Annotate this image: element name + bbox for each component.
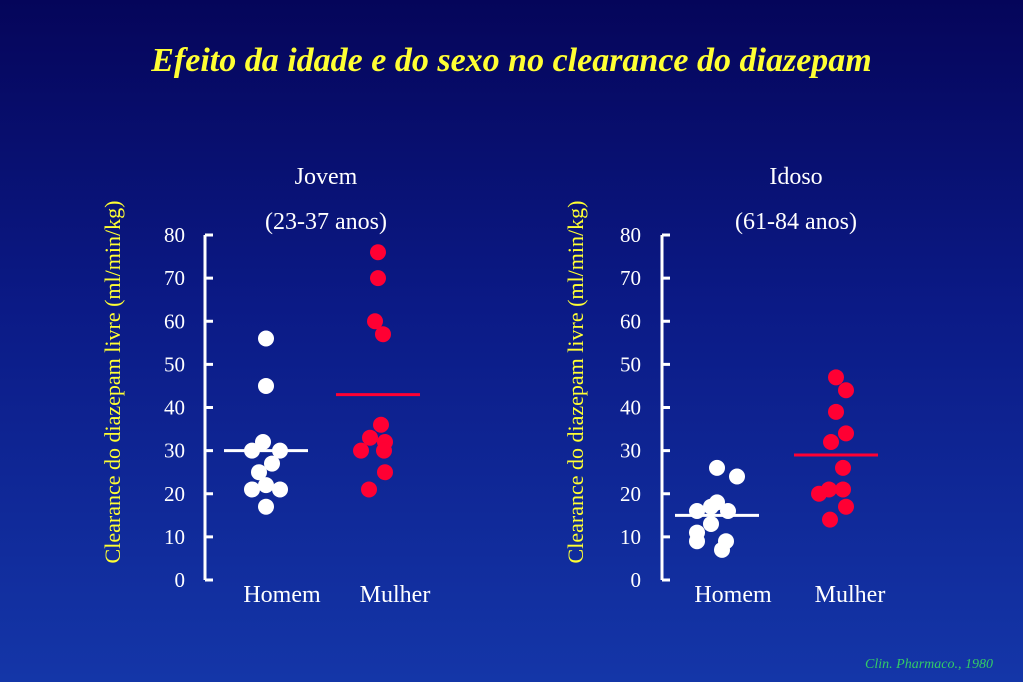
- panel-subtitle: (23-37 anos): [265, 209, 387, 235]
- data-point-mulher: [370, 270, 386, 287]
- data-point-mulher: [376, 442, 392, 459]
- y-tick-label: 10: [620, 525, 641, 549]
- data-point-homem: [258, 498, 274, 515]
- y-axis-label: Clearance do diazepam livre (ml/min/kg): [563, 201, 588, 564]
- data-point-mulher: [835, 459, 851, 476]
- panel-subtitle: (61-84 anos): [735, 209, 857, 235]
- x-tick-label-mulher: Mulher: [360, 582, 431, 608]
- y-tick-label: 0: [175, 568, 186, 592]
- y-tick-label: 70: [620, 266, 641, 290]
- y-tick-label: 30: [620, 439, 641, 463]
- data-point-mulher: [353, 442, 369, 459]
- y-tick-label: 40: [620, 396, 641, 420]
- page-title: Efeito da idade e do sexo no clearance d…: [151, 42, 872, 79]
- y-axis-label: Clearance do diazepam livre (ml/min/kg): [100, 201, 125, 564]
- y-tick-label: 50: [164, 352, 185, 376]
- data-point-mulher: [838, 382, 854, 399]
- data-point-homem: [258, 330, 274, 347]
- data-point-mulher: [828, 369, 844, 386]
- data-point-mulher: [362, 429, 378, 446]
- y-tick-label: 0: [631, 568, 642, 592]
- x-tick-label-homem: Homem: [694, 582, 772, 608]
- x-tick-label-mulher: Mulher: [815, 582, 886, 608]
- data-point-mulher: [375, 326, 391, 343]
- data-point-mulher: [377, 464, 393, 481]
- data-point-homem: [729, 468, 745, 485]
- y-tick-label: 60: [164, 309, 185, 333]
- y-tick-label: 60: [620, 309, 641, 333]
- y-tick-label: 20: [620, 482, 641, 506]
- data-point-homem: [264, 455, 280, 472]
- y-tick-label: 80: [620, 223, 641, 247]
- y-tick-label: 30: [164, 439, 185, 463]
- panel-title: Jovem: [295, 164, 358, 190]
- data-point-mulher: [835, 481, 851, 498]
- y-tick-label: 70: [164, 266, 185, 290]
- data-point-homem: [703, 498, 719, 515]
- data-point-mulher: [373, 416, 389, 433]
- panel-title: Idoso: [769, 164, 822, 190]
- y-tick-label: 50: [620, 352, 641, 376]
- data-point-homem: [251, 464, 267, 481]
- y-tick-label: 20: [164, 482, 185, 506]
- data-point-mulher: [370, 244, 386, 261]
- data-point-mulher: [828, 403, 844, 420]
- y-tick-label: 10: [164, 525, 185, 549]
- data-point-homem: [703, 515, 719, 532]
- data-point-homem: [244, 481, 260, 498]
- chart-panel-jovem: Jovem (23-37 anos) Clearance do diazepam…: [100, 164, 430, 608]
- data-point-homem: [258, 377, 274, 394]
- data-point-mulher: [811, 485, 827, 502]
- data-point-homem: [689, 533, 705, 550]
- data-point-mulher: [838, 425, 854, 442]
- data-point-mulher: [822, 511, 838, 528]
- data-point-homem: [258, 477, 274, 494]
- data-point-mulher: [838, 498, 854, 515]
- data-point-homem: [709, 459, 725, 476]
- data-point-homem: [714, 541, 730, 558]
- source-citation: Clin. Pharmaco., 1980: [865, 657, 993, 672]
- data-point-mulher: [367, 313, 383, 330]
- y-tick-label: 40: [164, 396, 185, 420]
- data-point-homem: [272, 481, 288, 498]
- y-tick-label: 80: [164, 223, 185, 247]
- data-point-mulher: [823, 434, 839, 450]
- chart-panel-idoso: Idoso (61-84 anos) Clearance do diazepam…: [563, 164, 885, 608]
- x-tick-label-homem: Homem: [243, 582, 321, 608]
- data-point-homem: [255, 434, 271, 450]
- data-point-mulher: [361, 481, 377, 498]
